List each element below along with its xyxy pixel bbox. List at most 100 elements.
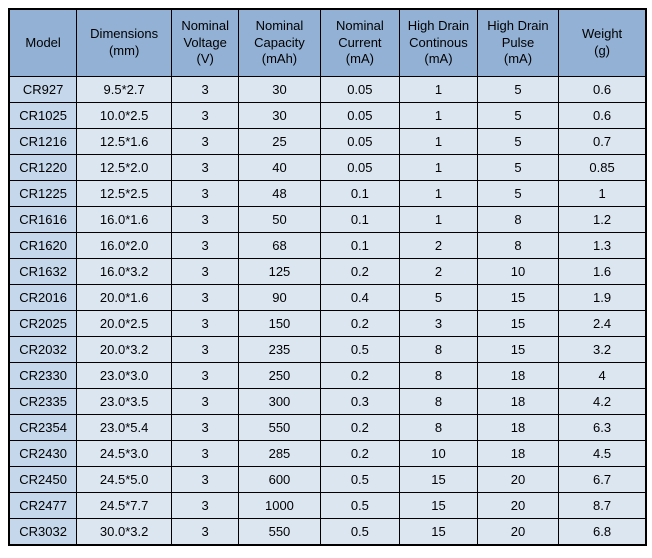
cell-nominal_capacity: 48 bbox=[238, 180, 321, 207]
cell-nominal_capacity: 250 bbox=[238, 362, 321, 389]
battery-spec-table: Model Dimensions (mm) Nominal Voltage (V) N… bbox=[8, 8, 647, 546]
cell-nominal_capacity: 40 bbox=[238, 154, 321, 181]
cell-nominal_current: 0.2 bbox=[319, 414, 401, 441]
cell-high_drain_pulse: 20 bbox=[476, 492, 560, 519]
column-header-nominal_current: Nominal Current (mA) bbox=[319, 8, 401, 77]
cell-dimensions: 16.0*3.2 bbox=[76, 258, 173, 285]
cell-nominal_capacity: 285 bbox=[238, 440, 321, 467]
cell-nominal_voltage: 3 bbox=[171, 336, 240, 363]
table-row: CR2477 24.5*7.7 3 1000 0.5 15 20 8.7 bbox=[8, 492, 647, 519]
cell-nominal_current: 0.2 bbox=[319, 440, 401, 467]
cell-dimensions: 16.0*1.6 bbox=[76, 206, 173, 233]
cell-high_drain_continous: 8 bbox=[399, 362, 478, 389]
table-row: CR1225 12.5*2.5 3 48 0.1 1 5 1 bbox=[8, 180, 647, 207]
cell-model: CR1216 bbox=[8, 128, 78, 155]
cell-weight: 1.6 bbox=[558, 258, 647, 285]
column-header-high_drain_pulse: High Drain Pulse (mA) bbox=[476, 8, 560, 77]
cell-model: CR1616 bbox=[8, 206, 78, 233]
cell-nominal_current: 0.5 bbox=[319, 466, 401, 493]
table-row: CR1620 16.0*2.0 3 68 0.1 2 8 1.3 bbox=[8, 232, 647, 259]
cell-nominal_voltage: 3 bbox=[171, 388, 240, 415]
cell-nominal_voltage: 3 bbox=[171, 180, 240, 207]
cell-nominal_current: 0.4 bbox=[319, 284, 401, 311]
cell-nominal_capacity: 600 bbox=[238, 466, 321, 493]
cell-weight: 0.85 bbox=[558, 154, 647, 181]
table-row: CR2330 23.0*3.0 3 250 0.2 8 18 4 bbox=[8, 362, 647, 389]
table-row: CR2354 23.0*5.4 3 550 0.2 8 18 6.3 bbox=[8, 414, 647, 441]
cell-dimensions: 24.5*5.0 bbox=[76, 466, 173, 493]
cell-dimensions: 20.0*1.6 bbox=[76, 284, 173, 311]
cell-high_drain_pulse: 15 bbox=[476, 310, 560, 337]
header-row: Model Dimensions (mm) Nominal Voltage (V) N… bbox=[8, 8, 647, 77]
table-row: CR2016 20.0*1.6 3 90 0.4 5 15 1.9 bbox=[8, 284, 647, 311]
cell-high_drain_pulse: 8 bbox=[476, 232, 560, 259]
cell-model: CR2477 bbox=[8, 492, 78, 519]
cell-weight: 4.2 bbox=[558, 388, 647, 415]
cell-nominal_current: 0.2 bbox=[319, 310, 401, 337]
cell-high_drain_continous: 5 bbox=[399, 284, 478, 311]
cell-model: CR2335 bbox=[8, 388, 78, 415]
cell-dimensions: 30.0*3.2 bbox=[76, 518, 173, 546]
cell-weight: 4.5 bbox=[558, 440, 647, 467]
cell-model: CR2354 bbox=[8, 414, 78, 441]
cell-nominal_current: 0.5 bbox=[319, 518, 401, 546]
cell-high_drain_pulse: 10 bbox=[476, 258, 560, 285]
cell-nominal_capacity: 1000 bbox=[238, 492, 321, 519]
table-row: CR927 9.5*2.7 3 30 0.05 1 5 0.6 bbox=[8, 76, 647, 103]
cell-model: CR2330 bbox=[8, 362, 78, 389]
cell-nominal_capacity: 50 bbox=[238, 206, 321, 233]
table-row: CR2335 23.0*3.5 3 300 0.3 8 18 4.2 bbox=[8, 388, 647, 415]
cell-weight: 3.2 bbox=[558, 336, 647, 363]
cell-nominal_voltage: 3 bbox=[171, 284, 240, 311]
cell-weight: 0.7 bbox=[558, 128, 647, 155]
cell-nominal_capacity: 30 bbox=[238, 102, 321, 129]
cell-high_drain_continous: 1 bbox=[399, 76, 478, 103]
cell-high_drain_pulse: 20 bbox=[476, 466, 560, 493]
cell-high_drain_pulse: 8 bbox=[476, 206, 560, 233]
cell-high_drain_continous: 10 bbox=[399, 440, 478, 467]
column-header-high_drain_continous: High Drain Continous (mA) bbox=[399, 8, 478, 77]
cell-model: CR2430 bbox=[8, 440, 78, 467]
cell-nominal_voltage: 3 bbox=[171, 76, 240, 103]
cell-nominal_voltage: 3 bbox=[171, 414, 240, 441]
column-header-nominal_voltage: Nominal Voltage (V) bbox=[171, 8, 240, 77]
cell-high_drain_pulse: 5 bbox=[476, 180, 560, 207]
cell-model: CR3032 bbox=[8, 518, 78, 546]
cell-high_drain_continous: 8 bbox=[399, 414, 478, 441]
column-header-dimensions: Dimensions (mm) bbox=[76, 8, 173, 77]
cell-nominal_capacity: 235 bbox=[238, 336, 321, 363]
cell-nominal_capacity: 150 bbox=[238, 310, 321, 337]
cell-nominal_current: 0.5 bbox=[319, 492, 401, 519]
cell-high_drain_pulse: 15 bbox=[476, 284, 560, 311]
cell-high_drain_continous: 1 bbox=[399, 154, 478, 181]
cell-high_drain_continous: 8 bbox=[399, 336, 478, 363]
cell-nominal_voltage: 3 bbox=[171, 362, 240, 389]
cell-nominal_current: 0.05 bbox=[319, 76, 401, 103]
cell-nominal_voltage: 3 bbox=[171, 466, 240, 493]
cell-dimensions: 23.0*3.0 bbox=[76, 362, 173, 389]
cell-high_drain_continous: 2 bbox=[399, 258, 478, 285]
cell-high_drain_continous: 1 bbox=[399, 128, 478, 155]
cell-dimensions: 23.0*3.5 bbox=[76, 388, 173, 415]
cell-high_drain_pulse: 18 bbox=[476, 362, 560, 389]
cell-dimensions: 10.0*2.5 bbox=[76, 102, 173, 129]
cell-high_drain_pulse: 5 bbox=[476, 102, 560, 129]
cell-weight: 1.2 bbox=[558, 206, 647, 233]
cell-dimensions: 16.0*2.0 bbox=[76, 232, 173, 259]
cell-model: CR1620 bbox=[8, 232, 78, 259]
cell-nominal_current: 0.05 bbox=[319, 154, 401, 181]
cell-nominal_voltage: 3 bbox=[171, 232, 240, 259]
cell-high_drain_pulse: 5 bbox=[476, 76, 560, 103]
table-row: CR1616 16.0*1.6 3 50 0.1 1 8 1.2 bbox=[8, 206, 647, 233]
cell-nominal_current: 0.05 bbox=[319, 102, 401, 129]
cell-high_drain_pulse: 18 bbox=[476, 414, 560, 441]
cell-nominal_current: 0.2 bbox=[319, 258, 401, 285]
cell-dimensions: 12.5*2.0 bbox=[76, 154, 173, 181]
cell-dimensions: 12.5*2.5 bbox=[76, 180, 173, 207]
cell-model: CR1632 bbox=[8, 258, 78, 285]
cell-dimensions: 24.5*3.0 bbox=[76, 440, 173, 467]
cell-high_drain_continous: 3 bbox=[399, 310, 478, 337]
cell-model: CR1025 bbox=[8, 102, 78, 129]
cell-nominal_current: 0.3 bbox=[319, 388, 401, 415]
